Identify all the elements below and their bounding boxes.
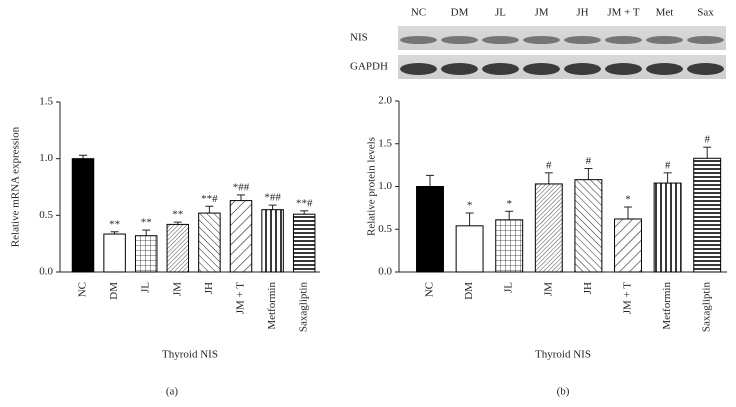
blot-band — [523, 36, 560, 44]
x-axis-label: Thyroid NIS — [162, 349, 218, 361]
x-tick-label: JL — [140, 282, 152, 293]
bar — [653, 182, 682, 273]
x-tick-label: NC — [77, 282, 89, 297]
blot-band — [687, 63, 724, 75]
x-tick-label: Saxagliptin — [298, 282, 310, 333]
blot-band — [646, 36, 683, 44]
blot-band — [605, 36, 642, 44]
x-tick-label: JM — [542, 282, 554, 296]
blot-band — [523, 63, 560, 75]
significance-label: # — [586, 155, 592, 167]
significance-label: * — [506, 198, 512, 210]
y-tick-label: 0.5 — [39, 209, 53, 221]
bar — [71, 158, 95, 273]
y-tick-label: 2.0 — [378, 95, 392, 107]
bar — [134, 235, 158, 273]
panel-label: (a) — [166, 386, 179, 398]
x-tick-label: JH — [582, 282, 594, 294]
bar — [693, 157, 722, 273]
bar — [292, 213, 316, 273]
blot-band — [646, 63, 683, 75]
bar — [416, 186, 444, 273]
x-tick-label: Saxagliptin — [701, 282, 713, 333]
blot-row-label: NIS — [350, 32, 368, 44]
blot-band — [441, 63, 478, 75]
y-tick-label: 0.5 — [378, 223, 392, 235]
bar — [574, 179, 603, 273]
bar — [455, 225, 484, 273]
significance-label: * — [467, 200, 473, 212]
bar — [166, 223, 190, 273]
bar — [614, 218, 642, 273]
bar — [495, 219, 524, 273]
significance-label: *## — [233, 181, 250, 193]
x-tick-label: JH — [203, 282, 215, 294]
x-tick-label: JM + T — [622, 282, 634, 315]
x-tick-label: NC — [424, 282, 436, 297]
significance-label: # — [665, 159, 671, 171]
lane-label: Sax — [697, 7, 714, 19]
x-tick-label: JM — [171, 282, 183, 296]
significance-label: ** — [141, 217, 152, 229]
y-axis-label: Relative mRNA expression — [10, 126, 22, 247]
bar — [229, 200, 253, 273]
blot-band — [400, 63, 437, 75]
y-tick-label: 1.5 — [378, 137, 392, 149]
x-tick-label: Metformin — [661, 282, 673, 330]
x-axis-label: Thyroid NIS — [535, 349, 591, 361]
significance-label: *## — [264, 192, 281, 204]
bar — [534, 183, 563, 273]
blot-row-label: GAPDH — [350, 61, 388, 73]
lane-label: JH — [576, 7, 588, 19]
y-tick-label: 1.5 — [39, 96, 53, 108]
lane-label: JM — [534, 7, 548, 19]
bar — [198, 212, 221, 273]
bar — [103, 233, 126, 273]
x-tick-label: JM + T — [235, 282, 247, 315]
blot-band — [605, 63, 642, 75]
blot-band — [564, 36, 601, 44]
significance-label: ** — [172, 209, 183, 221]
x-tick-label: DM — [108, 282, 120, 300]
y-tick-label: 0.0 — [378, 266, 392, 278]
panel-label: (b) — [557, 386, 570, 398]
blot-band — [564, 63, 601, 75]
significance-label: **# — [201, 193, 218, 205]
lane-label: JM + T — [607, 7, 640, 19]
blot-band — [441, 36, 478, 44]
blot-band — [687, 36, 724, 44]
significance-label: * — [625, 194, 631, 206]
y-tick-label: 1.0 — [378, 180, 392, 192]
blot-band — [400, 36, 437, 44]
blot-band — [482, 36, 519, 44]
x-tick-label: Metformin — [266, 282, 278, 330]
lane-label: JL — [495, 7, 506, 19]
y-axis-label: Relative protein levels — [366, 137, 378, 236]
lane-label: NC — [411, 7, 426, 19]
significance-label: # — [546, 159, 552, 171]
y-tick-label: 1.0 — [39, 152, 53, 164]
lane-label: Met — [656, 7, 674, 19]
lane-label: DM — [451, 7, 469, 19]
x-tick-label: JL — [503, 282, 515, 293]
blot-band — [482, 63, 519, 75]
significance-label: # — [704, 134, 710, 146]
y-tick-label: 0.0 — [39, 266, 53, 278]
significance-label: **# — [296, 197, 313, 209]
significance-label: ** — [109, 218, 120, 230]
bar — [261, 209, 284, 273]
x-tick-label: DM — [463, 282, 475, 300]
